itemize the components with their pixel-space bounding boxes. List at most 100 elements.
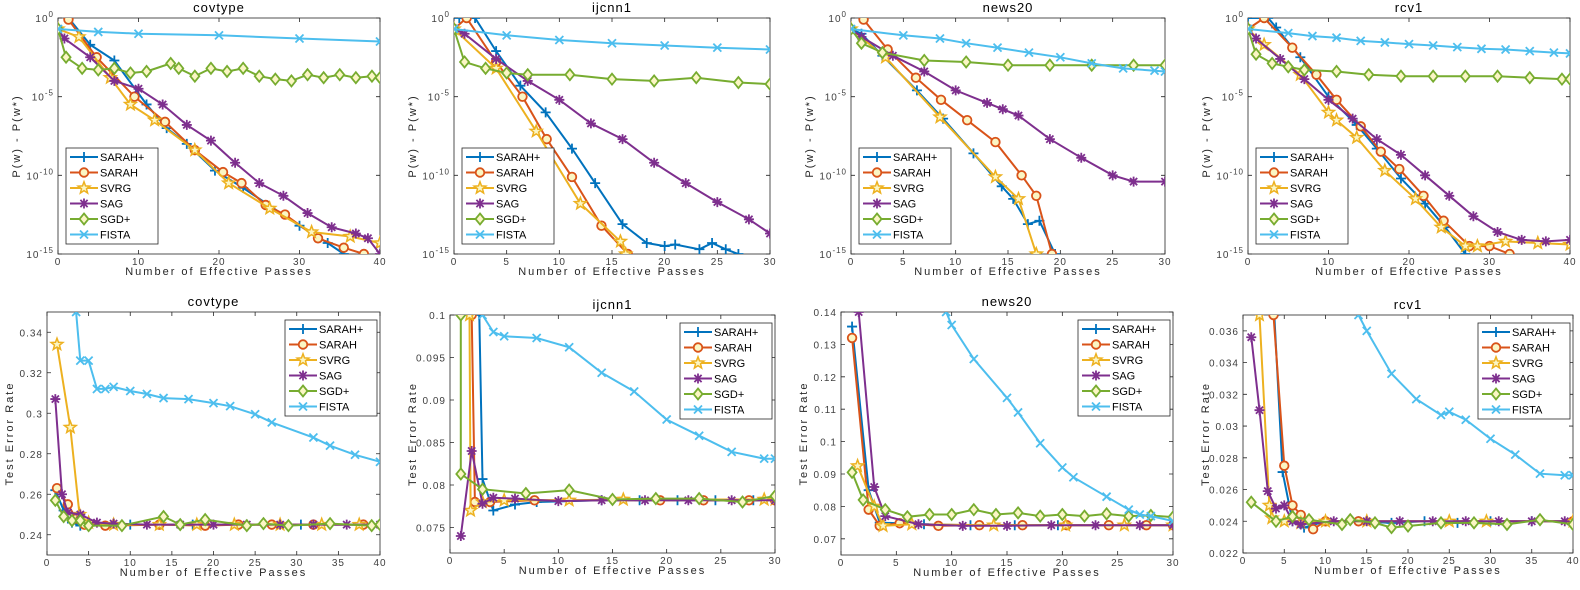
legend-marker-sarah: [1090, 339, 1102, 350]
legend-item-sag: SAG: [466, 198, 519, 211]
legend-item-sgd-plus: SGD+: [1482, 387, 1542, 401]
y-tick-label: 100: [1225, 10, 1244, 25]
data-point-fista: [1380, 37, 1390, 48]
data-point-fista: [1135, 509, 1145, 520]
y-tick-label: 10-5: [428, 89, 450, 104]
data-point-sarah-plus: [1395, 173, 1406, 184]
data-point-sarah: [1031, 190, 1042, 202]
data-point-sgd-plus: [1270, 514, 1282, 529]
x-tick-label: 30: [293, 257, 306, 268]
y-tick-label: 0.11: [814, 405, 837, 416]
data-point-sag: [1468, 211, 1479, 222]
x-axis-label: Number of Effective Passes: [519, 565, 707, 577]
data-point-sgd-plus: [301, 67, 314, 82]
legend-label: SARAH+: [893, 152, 937, 164]
legend-marker-fista: [79, 229, 89, 240]
legend-marker-sarah-plus: [298, 324, 308, 334]
legend-marker-svrg: [1266, 179, 1282, 195]
data-point-sarah: [358, 248, 370, 254]
data-point-sgd-plus: [374, 70, 380, 85]
chart-rcv1-test-error: rcv1 0 5 10 15 20 25 30 35 40 0.022 0.024 0.026 0.028…: [1200, 297, 1579, 577]
y-tick-label: 0.034: [1209, 359, 1239, 370]
data-point-fista: [158, 393, 169, 403]
data-point-svrg: [1497, 233, 1514, 249]
legend-label: SAG: [893, 199, 916, 211]
data-point-fista: [125, 386, 135, 396]
data-point-sarah: [858, 18, 869, 25]
data-point-sarah-plus: [515, 80, 526, 91]
legend-item-sarah: SARAH: [1260, 167, 1328, 180]
data-point-sag: [510, 493, 520, 504]
data-point-fista: [477, 315, 488, 320]
y-tick-label: 10-10: [26, 167, 54, 182]
data-point-svrg: [1457, 237, 1474, 253]
data-point-sag: [887, 50, 898, 61]
legend-label: SAG: [714, 374, 737, 386]
data-point-fista: [325, 441, 335, 451]
data-point-sgd-plus: [879, 502, 891, 517]
data-point-sag: [1254, 405, 1265, 416]
data-point-svrg: [1028, 245, 1045, 254]
x-tick-label: 10: [945, 558, 958, 569]
data-point-sarah: [517, 91, 528, 102]
legend-marker-sag: [1091, 370, 1101, 381]
tick-label-base: 10: [1216, 171, 1229, 182]
data-point-fista: [660, 40, 670, 51]
legend-marker-svrg: [1088, 351, 1104, 367]
data-point-sag: [617, 134, 628, 145]
data-point-sag: [1076, 152, 1087, 163]
data-point-sgd-plus: [108, 61, 121, 76]
legend-marker-sarah: [1268, 167, 1280, 178]
legend-item-fista: FISTA: [1482, 405, 1543, 417]
data-point-sgd-plus: [1402, 519, 1414, 533]
data-point-sag: [59, 33, 70, 44]
data-point-sarah: [846, 332, 858, 344]
x-tick-label: 40: [1566, 556, 1579, 567]
legend-item-sgd-plus: SGD+: [684, 387, 744, 401]
series-line-sgd-plus: [851, 472, 1173, 519]
data-point-fista: [1002, 393, 1012, 403]
x-tick-label: 30: [1483, 257, 1496, 268]
legend-label: SGD+: [319, 386, 349, 398]
data-point-sgd-plus: [1298, 63, 1311, 77]
legend-item-sarah: SARAH: [1082, 339, 1150, 352]
data-point-fista: [108, 382, 119, 392]
data-point-fista: [947, 320, 957, 330]
data-point-fista: [142, 389, 152, 399]
tick-label-base: 10: [1216, 250, 1229, 261]
x-tick-label: 5: [1281, 556, 1288, 567]
data-point-sgd-plus: [520, 486, 532, 501]
legend-label: SVRG: [1512, 358, 1543, 370]
legend-marker-sarah: [297, 339, 309, 350]
legend-marker-sag: [79, 198, 89, 209]
x-tick-label: 30: [1484, 556, 1497, 567]
data-point-fista: [564, 342, 574, 352]
legend-item-sarah-plus: SARAH+: [684, 327, 758, 339]
x-tick-label: 20: [212, 257, 225, 268]
data-point-fista: [1055, 52, 1065, 62]
y-tick-label: 0.1: [820, 438, 837, 449]
data-point-svrg: [1376, 162, 1393, 178]
data-point-sarah: [1287, 42, 1298, 53]
data-point-fista: [1283, 28, 1293, 38]
plot-series-group: [1245, 315, 1573, 535]
legend-item-sarah: SARAH: [1482, 342, 1550, 355]
data-point-fista: [225, 401, 235, 411]
legend-box: [461, 147, 555, 245]
legend-label: SVRG: [496, 183, 527, 195]
legend-marker-svrg: [869, 179, 885, 195]
y-tick-label: 10-10: [422, 167, 450, 182]
data-point-sgd-plus: [124, 66, 137, 80]
data-point-sgd-plus: [1567, 517, 1573, 532]
legend-item-sarah-plus: SARAH+: [1082, 324, 1156, 336]
data-point-sgd-plus: [49, 493, 61, 508]
data-point-svrg: [561, 491, 578, 508]
y-tick-label: 0.3: [26, 409, 43, 420]
x-axis-label: Number of Effective Passes: [913, 567, 1101, 579]
data-point-sgd-plus: [76, 61, 88, 76]
plot-series-group: [58, 18, 380, 254]
x-axis-label: Number of Effective Passes: [914, 266, 1102, 278]
legend-label: SGD+: [1290, 214, 1320, 226]
data-point-sgd-plus: [366, 69, 378, 84]
legend-marker-sag: [1269, 198, 1279, 209]
